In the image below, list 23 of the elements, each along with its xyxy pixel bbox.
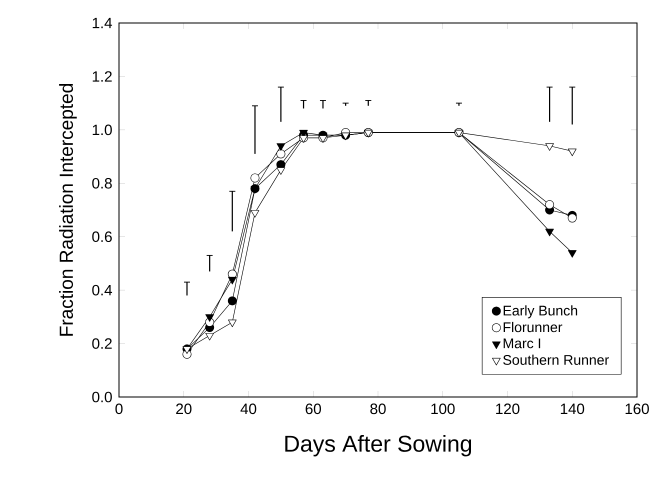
y-tick-label: 0.4 (92, 284, 112, 296)
x-tick-label: 0 (115, 404, 123, 414)
x-tick-label: 100 (431, 404, 455, 414)
x-tick-label: 20 (176, 404, 192, 414)
x-tick-label: 120 (496, 404, 520, 414)
y-tick-label: 0.8 (92, 178, 112, 189)
x-tick-label: 40 (240, 404, 256, 414)
y-tick-label: 1.2 (92, 71, 112, 82)
legend-label: Southern Runner (503, 354, 609, 365)
y-axis-title: Fraction Radiation Intercepted (59, 84, 77, 336)
legend-label: Marc I (504, 338, 540, 348)
legend-label: Early Bunch (504, 305, 578, 318)
x-tick-label: 80 (370, 404, 386, 414)
x-axis-title: Days After Sowing (285, 434, 472, 456)
x-tick-label: 60 (306, 404, 321, 414)
y-tick-label: 0.2 (92, 338, 112, 349)
y-tick-label: 1.0 (92, 124, 112, 136)
x-tick-label: 140 (560, 404, 584, 414)
y-tick-label: 0.6 (92, 231, 112, 242)
legend-label: Florunner (504, 322, 562, 332)
y-tick-label: 0.0 (92, 392, 112, 402)
x-tick-label: 160 (626, 404, 649, 414)
y-tick-label: 1.4 (92, 18, 112, 28)
